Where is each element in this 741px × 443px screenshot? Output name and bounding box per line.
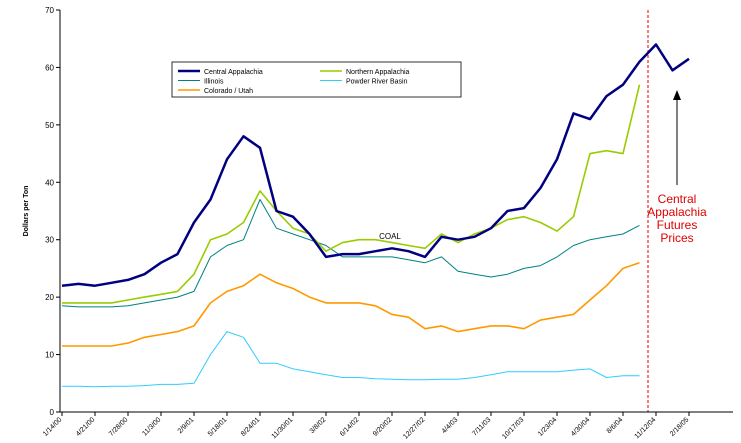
series-line [62,261,640,347]
legend-box [171,61,462,98]
y-tick-label: 70 [45,6,54,15]
x-tick-label: 7/11/03 [471,416,492,437]
futures-label-line: Appalachia [647,205,707,219]
x-tick-label: 5/18/01 [207,416,229,438]
x-tick-label: 4/4/03 [441,416,460,435]
x-tick-label: 9/20/02 [372,416,394,438]
x-tick-label: 8/6/04 [606,416,625,435]
y-tick-label: 60 [45,63,54,72]
legend-label: Central Appalachia [204,69,263,76]
series-line [62,331,640,388]
x-tick-label: 2/9/01 [177,416,196,435]
x-tick-label: 6/14/02 [339,416,361,438]
series-line [61,43,690,287]
x-tick-label: 10/17/03 [501,416,525,440]
legend-label: Powder River Basin [346,79,408,86]
x-tick-label: 11/30/01 [271,416,295,440]
x-tick-label: 1/14/00 [42,416,64,438]
x-tick-label: 11/12/04 [634,416,658,440]
arrow-head [673,90,681,100]
x-tick-label: 4/21/00 [75,416,97,438]
y-tick-label: 50 [45,121,54,130]
y-tick-label: 20 [45,293,54,302]
series-line [61,199,640,308]
legend-label: Illinois [204,79,224,86]
x-tick-label: 3/8/02 [309,416,328,435]
y-tick-label: 10 [45,351,54,360]
x-tick-label: 11/3/00 [141,416,162,437]
series-line [62,84,641,304]
futures-label-line: Central [658,192,697,206]
x-tick-label: 1/23/04 [537,416,559,438]
coal-annotation: COAL [379,232,401,241]
y-tick-label: 30 [45,236,54,245]
x-tick-label: 12/27/02 [402,416,426,440]
x-tick-label: 4/30/04 [570,416,592,438]
y-axis-label: Dollars per Ton [23,186,30,237]
x-tick-label: 7/28/00 [108,416,130,438]
x-tick-label: 8/24/01 [240,416,262,438]
futures-label-line: Prices [660,231,693,245]
legend-label: Northern Appalachia [346,69,410,76]
legend-label: Colorado / Utah [204,88,253,95]
futures-label-line: Futures [657,218,698,232]
y-tick-label: 0 [50,408,55,417]
x-tick-label: 2/18/05 [669,416,691,438]
y-tick-label: 40 [45,178,54,187]
